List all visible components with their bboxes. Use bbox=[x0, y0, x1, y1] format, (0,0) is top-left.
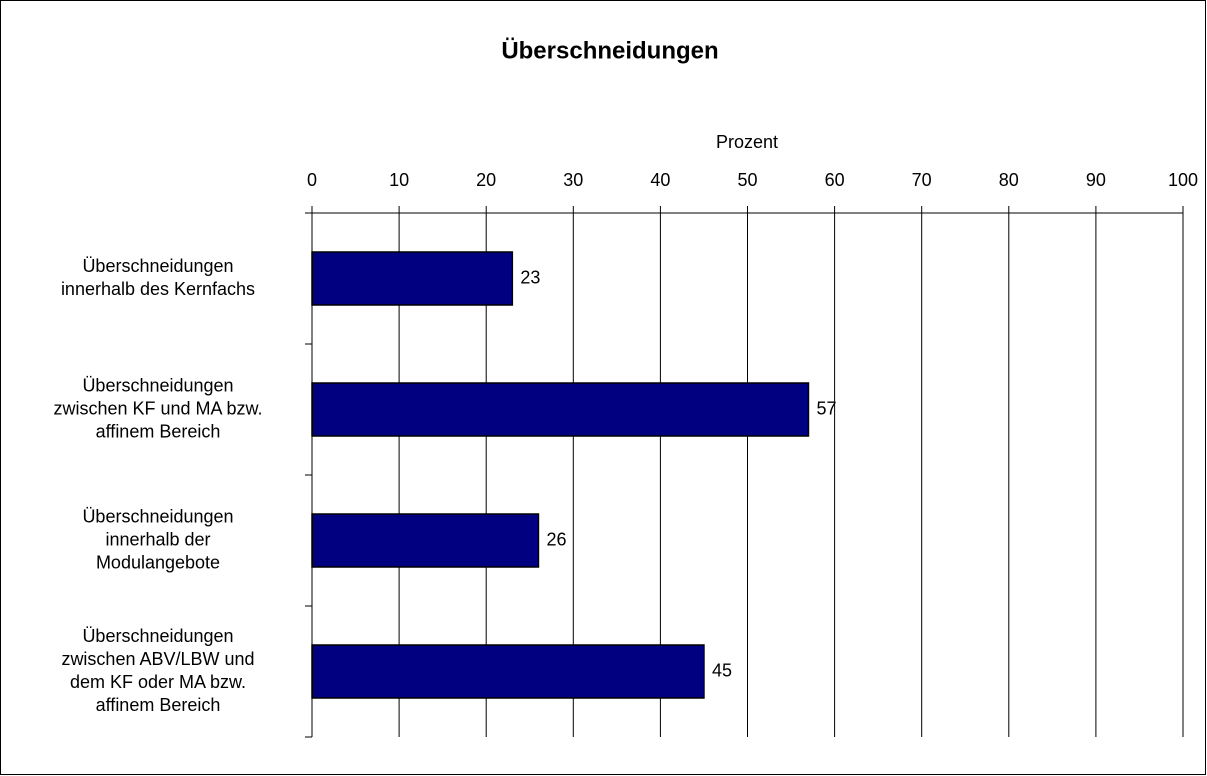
x-tick-label: 10 bbox=[389, 170, 409, 190]
x-tick-label: 50 bbox=[737, 170, 757, 190]
value-label: 23 bbox=[520, 267, 540, 287]
x-tick-label: 60 bbox=[825, 170, 845, 190]
y-tick-label: Überschneidungen innerhalb der Modulangebo… bbox=[82, 506, 233, 572]
chart-title: Überschneidungen bbox=[501, 37, 718, 64]
x-tick-label: 30 bbox=[563, 170, 583, 190]
x-axis-label: Prozent bbox=[716, 132, 778, 152]
x-tick-label: 80 bbox=[999, 170, 1019, 190]
value-label: 26 bbox=[546, 529, 566, 549]
bar bbox=[311, 513, 540, 568]
x-tick-label: 90 bbox=[1086, 170, 1106, 190]
y-tick-label: Überschneidungen innerhalb des Kernfachs bbox=[61, 256, 255, 299]
bar bbox=[311, 644, 705, 699]
bar bbox=[311, 251, 514, 306]
x-tick-label: 40 bbox=[650, 170, 670, 190]
y-tick-label: Überschneidungen zwischen ABV/LBW und dem … bbox=[61, 626, 254, 715]
value-label: 57 bbox=[816, 398, 836, 418]
x-tick-label: 0 bbox=[307, 170, 317, 190]
bar bbox=[311, 382, 810, 437]
y-tick-label: Überschneidungen zwischen KF und MA bzw. a… bbox=[53, 375, 262, 441]
x-tick-label: 100 bbox=[1168, 170, 1198, 190]
x-tick-label: 20 bbox=[476, 170, 496, 190]
x-tick-label: 70 bbox=[912, 170, 932, 190]
value-label: 45 bbox=[712, 660, 732, 680]
